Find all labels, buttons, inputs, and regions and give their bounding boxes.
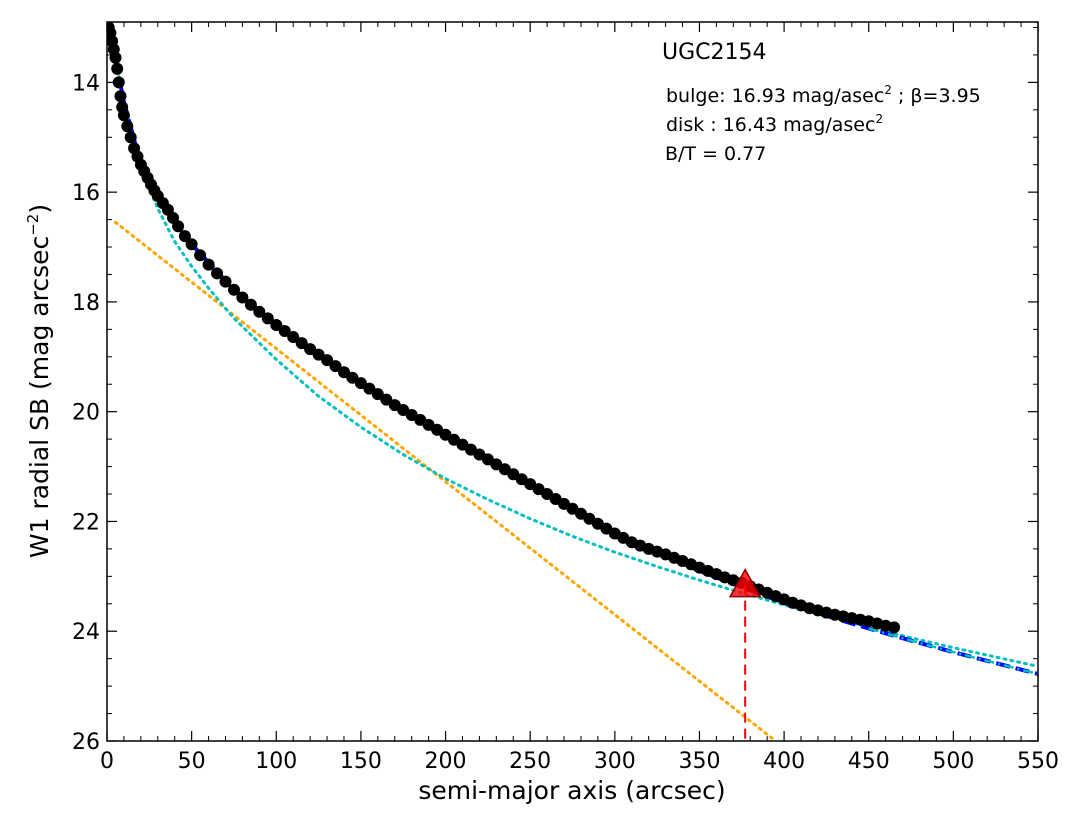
- disk-annotation-text: disk : 16.43 mag/asec: [666, 114, 875, 136]
- y-tick-label: 22: [72, 510, 100, 535]
- data-point: [371, 388, 384, 401]
- chart-title: UGC2154: [662, 40, 767, 65]
- data-point: [346, 371, 359, 384]
- data-point: [312, 348, 325, 361]
- y-tick-label: 18: [72, 291, 100, 316]
- bulge-annotation-sup: 2: [884, 83, 892, 97]
- marker-layer: [728, 568, 762, 741]
- y-tick-label: 14: [72, 71, 100, 96]
- y-axis-title-close: ): [25, 204, 54, 214]
- marker-triangle: [728, 568, 762, 598]
- x-tick-label: 300: [594, 749, 636, 774]
- y-axis-title-sup: −2: [24, 214, 42, 236]
- data-point: [287, 331, 300, 343]
- data-point: [228, 283, 240, 296]
- x-tick-label: 500: [932, 749, 974, 774]
- data-point: [261, 312, 274, 325]
- x-tick-label: 200: [425, 749, 467, 774]
- x-tick-label: 400: [763, 749, 805, 774]
- data-point: [253, 305, 266, 318]
- data-point: [111, 62, 124, 75]
- x-tick-label: 250: [509, 749, 551, 774]
- bulge-annotation-beta: ; β=3.95: [892, 85, 981, 107]
- x-tick-label: 350: [678, 749, 720, 774]
- y-axis-title: W1 radial SB (mag arcsec−2): [24, 204, 54, 558]
- data-point: [278, 325, 291, 337]
- tick-labels: 0 50 100 150 200 250 300 350 400 450 500 550 14 16 18 2…: [72, 71, 1059, 774]
- y-tick-label: 20: [72, 401, 100, 426]
- bulge-annotation-text: bulge: 16.93 mag/asec: [666, 85, 884, 107]
- data-point: [236, 291, 249, 304]
- data-point: [329, 360, 342, 373]
- y-tick-label: 16: [72, 181, 100, 206]
- data-point: [194, 249, 207, 262]
- data-point: [185, 238, 198, 251]
- disk-annotation-sup: 2: [875, 112, 883, 126]
- x-tick-label: 100: [255, 749, 297, 774]
- data-point: [244, 298, 257, 311]
- data-point: [304, 343, 317, 356]
- data-point: [178, 230, 191, 243]
- bulge-annotation: bulge: 16.93 mag/asec2 ; β=3.95: [666, 83, 981, 107]
- plot-area: [107, 22, 1038, 741]
- data-point: [354, 377, 367, 390]
- data-point: [380, 393, 393, 406]
- x-axis-title: semi-major axis (arcsec): [418, 776, 725, 805]
- x-tick-label: 150: [340, 749, 382, 774]
- y-axis-title-main: W1 radial SB (mag arcsec: [25, 236, 54, 558]
- data-point: [888, 621, 901, 634]
- disk-annotation: disk : 16.43 mag/asec2: [666, 112, 883, 136]
- data-point: [219, 275, 232, 288]
- y-tick-label: 26: [72, 730, 100, 755]
- x-tick-label: 550: [1017, 749, 1059, 774]
- data-point: [109, 51, 122, 64]
- data-point: [117, 109, 130, 122]
- data-point: [112, 76, 125, 89]
- data-point: [321, 354, 334, 367]
- data-point: [172, 220, 185, 233]
- data-point: [211, 267, 223, 280]
- y-tick-label: 24: [72, 620, 100, 645]
- data-point: [114, 90, 127, 103]
- x-tick-label: 0: [100, 749, 114, 774]
- x-tick-label: 50: [178, 749, 206, 774]
- data-point: [124, 131, 137, 144]
- x-tick-label: 450: [848, 749, 890, 774]
- data-point: [121, 120, 134, 133]
- plot-frame: [106, 21, 1039, 742]
- data-point: [295, 337, 308, 350]
- bt-annotation: B/T = 0.77: [665, 143, 766, 165]
- data-point: [202, 258, 215, 271]
- total-fit-outer-line: [868, 627, 1038, 676]
- data-point: [270, 319, 283, 331]
